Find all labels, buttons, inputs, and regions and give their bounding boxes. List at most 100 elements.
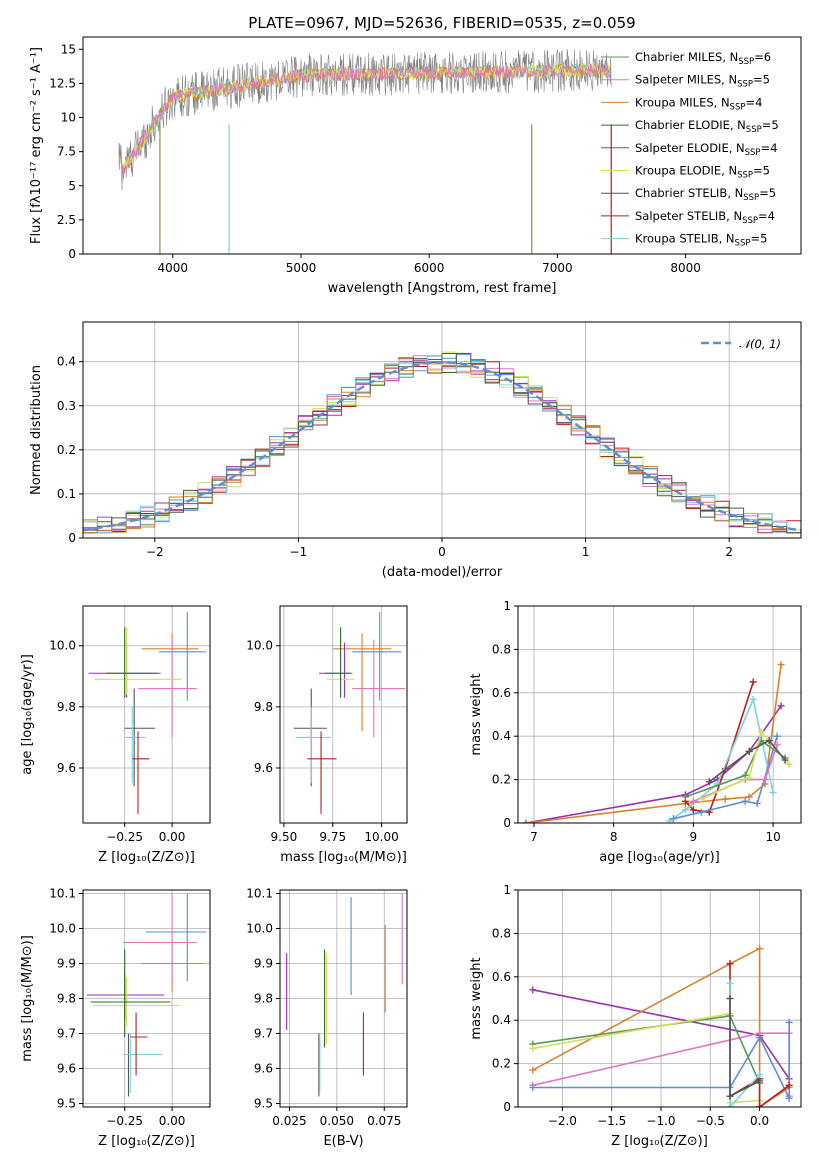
y-tick-label: 1 bbox=[503, 599, 511, 613]
series-marker bbox=[726, 960, 734, 968]
y-tick-label: 10.1 bbox=[49, 887, 76, 901]
age-vs-Z-panel: −0.25 0.00 9.6 9.8 10.0 Z [log₁₀(Z/Z⊙)] age [l… bbox=[20, 605, 211, 865]
legend-entry-label: Salpeter MILES, N bbox=[635, 73, 737, 87]
legend-entry-label: Salpeter ELODIE, N bbox=[635, 141, 745, 155]
series-marker bbox=[689, 797, 697, 805]
series-marker bbox=[745, 773, 753, 781]
legend-entry-label: Chabrier ELODIE, N bbox=[635, 118, 746, 132]
legend-entry-sub: SSP bbox=[738, 57, 754, 67]
x-tick-label: 8000 bbox=[670, 261, 701, 275]
legend-entry-sub: SSP bbox=[735, 239, 751, 249]
y-tick-label: 5 bbox=[68, 179, 76, 193]
age-vs-Z-plot-area bbox=[88, 612, 207, 814]
y-tick-label: 0.4 bbox=[492, 1013, 511, 1027]
series-marker bbox=[749, 695, 757, 703]
series-marker bbox=[681, 793, 689, 801]
age-vs-mass-panel: 9.50 9.75 10.00 9.6 9.8 10.0 mass [log₁₀(M/M⊙)… bbox=[246, 605, 408, 865]
legend-entry: Salpeter ELODIE, NSSP=4 bbox=[635, 141, 778, 158]
series-marker bbox=[777, 702, 785, 710]
y-tick-label: 12.5 bbox=[49, 76, 76, 90]
legend-entry-label: Chabrier STELIB, N bbox=[635, 186, 743, 200]
series-line bbox=[525, 664, 782, 823]
series-marker bbox=[785, 1094, 793, 1102]
x-axis-label: age [log₁₀(age/yr)] bbox=[599, 850, 720, 865]
series-marker bbox=[773, 741, 781, 749]
y-tick-label: 10.0 bbox=[49, 639, 76, 653]
spectrum-curve bbox=[118, 62, 611, 176]
y-tick-label: 9.6 bbox=[254, 761, 273, 775]
series-marker bbox=[773, 732, 781, 740]
errorbar-point bbox=[324, 627, 351, 698]
legend-entry-sub: SSP bbox=[743, 193, 759, 203]
errorbar-point bbox=[332, 633, 392, 732]
legend-entry-suffix: =5 bbox=[753, 164, 770, 178]
y-tick-label: 0 bbox=[68, 531, 76, 545]
y-tick-label: 0.6 bbox=[492, 686, 511, 700]
legend-entry: Chabrier STELIB, NSSP=5 bbox=[635, 186, 776, 203]
series-line bbox=[532, 1012, 760, 1104]
y-tick-label: 0.8 bbox=[492, 926, 511, 940]
legend-entry: Chabrier ELODIE, NSSP=5 bbox=[635, 118, 779, 135]
y-tick-label: 9.6 bbox=[57, 1062, 76, 1076]
x-tick-label: 0 bbox=[438, 545, 446, 559]
mass-weight-series bbox=[705, 737, 789, 786]
legend-entry: Salpeter MILES, NSSP=5 bbox=[635, 73, 770, 90]
x-tick-label: −0.5 bbox=[696, 1114, 725, 1128]
series-marker bbox=[726, 995, 734, 1002]
series-marker bbox=[781, 756, 789, 764]
y-axis-label: Flux [fλ10⁻¹⁷ erg cm⁻² s⁻¹ A⁻¹] bbox=[29, 47, 44, 244]
series-line bbox=[685, 739, 786, 798]
y-tick-label: 0.2 bbox=[492, 773, 511, 787]
y-tick-label: 1 bbox=[503, 883, 511, 897]
legend-entry: 𝒩(0, 1) bbox=[739, 337, 781, 351]
y-tick-label: 2.5 bbox=[57, 213, 76, 227]
x-tick-label: −2 bbox=[146, 545, 164, 559]
y-tick-label: 10 bbox=[61, 111, 76, 125]
errorbar-point bbox=[94, 627, 182, 695]
x-tick-label: −0.25 bbox=[106, 830, 143, 844]
series-marker bbox=[756, 1103, 764, 1107]
series-marker bbox=[756, 1034, 764, 1042]
x-tick-label: 0.00 bbox=[159, 830, 186, 844]
y-axis-label: mass weight bbox=[469, 957, 484, 1039]
errorbar-point bbox=[352, 639, 406, 738]
age-vs-mass-plot-area bbox=[293, 612, 406, 814]
errorbar-point bbox=[319, 642, 353, 698]
errorbar-point bbox=[86, 974, 165, 1020]
mass-vs-Z-panel: −0.25 0.00 9.5 9.6 9.7 9.8 9.9 10.0 10.1 Z [log₁₀… bbox=[20, 887, 211, 1149]
y-tick-label: 9.5 bbox=[254, 1097, 273, 1111]
errorbar-point bbox=[295, 706, 331, 784]
series-marker bbox=[689, 806, 697, 814]
series-marker bbox=[669, 815, 677, 823]
errorbar-point bbox=[122, 893, 197, 981]
x-tick-label: 6000 bbox=[414, 261, 445, 275]
x-tick-label: −1 bbox=[290, 545, 308, 559]
series-marker bbox=[745, 793, 753, 801]
y-tick-label: 9.7 bbox=[254, 1027, 273, 1041]
x-tick-label: 0.0 bbox=[750, 1114, 769, 1128]
series-marker bbox=[726, 1092, 734, 1100]
y-tick-label: 9.9 bbox=[57, 957, 76, 971]
legend-entry-sub: SSP bbox=[737, 171, 753, 181]
legend-entry-label: Kroupa STELIB, N bbox=[635, 232, 735, 246]
errorbar-point bbox=[141, 633, 199, 732]
massweight-vs-Z-panel: −2.0 −1.5 −1.0 −0.5 0.0 0 0.2 0.4 0.6 0.8 1 Z [log₁… bbox=[469, 883, 802, 1149]
x-axis-label: mass [log₁₀(M/M⊙)] bbox=[280, 850, 407, 865]
series-marker bbox=[705, 778, 713, 786]
y-tick-label: 9.6 bbox=[57, 761, 76, 775]
x-tick-label: 4000 bbox=[157, 261, 188, 275]
massweight-vs-age-panel: 7 8 9 10 0 0.2 0.4 0.6 0.8 1 age [log₁₀(age/yr)] ma… bbox=[469, 599, 802, 865]
mass-weight-series bbox=[697, 728, 793, 803]
x-axis-label: Z [log₁₀(Z/Z⊙)] bbox=[611, 1134, 708, 1149]
series-marker bbox=[522, 819, 530, 823]
mass-weight-series bbox=[669, 732, 781, 823]
y-tick-label: 9.8 bbox=[57, 700, 76, 714]
mass-weight-series bbox=[529, 1012, 764, 1087]
x-tick-label: 9 bbox=[690, 830, 698, 844]
x-axis-label: E(B-V) bbox=[323, 1134, 363, 1149]
mass-weight-series bbox=[529, 1010, 764, 1107]
legend-entry-label: Salpeter STELIB, N bbox=[635, 209, 742, 223]
axes-frame bbox=[82, 36, 802, 255]
